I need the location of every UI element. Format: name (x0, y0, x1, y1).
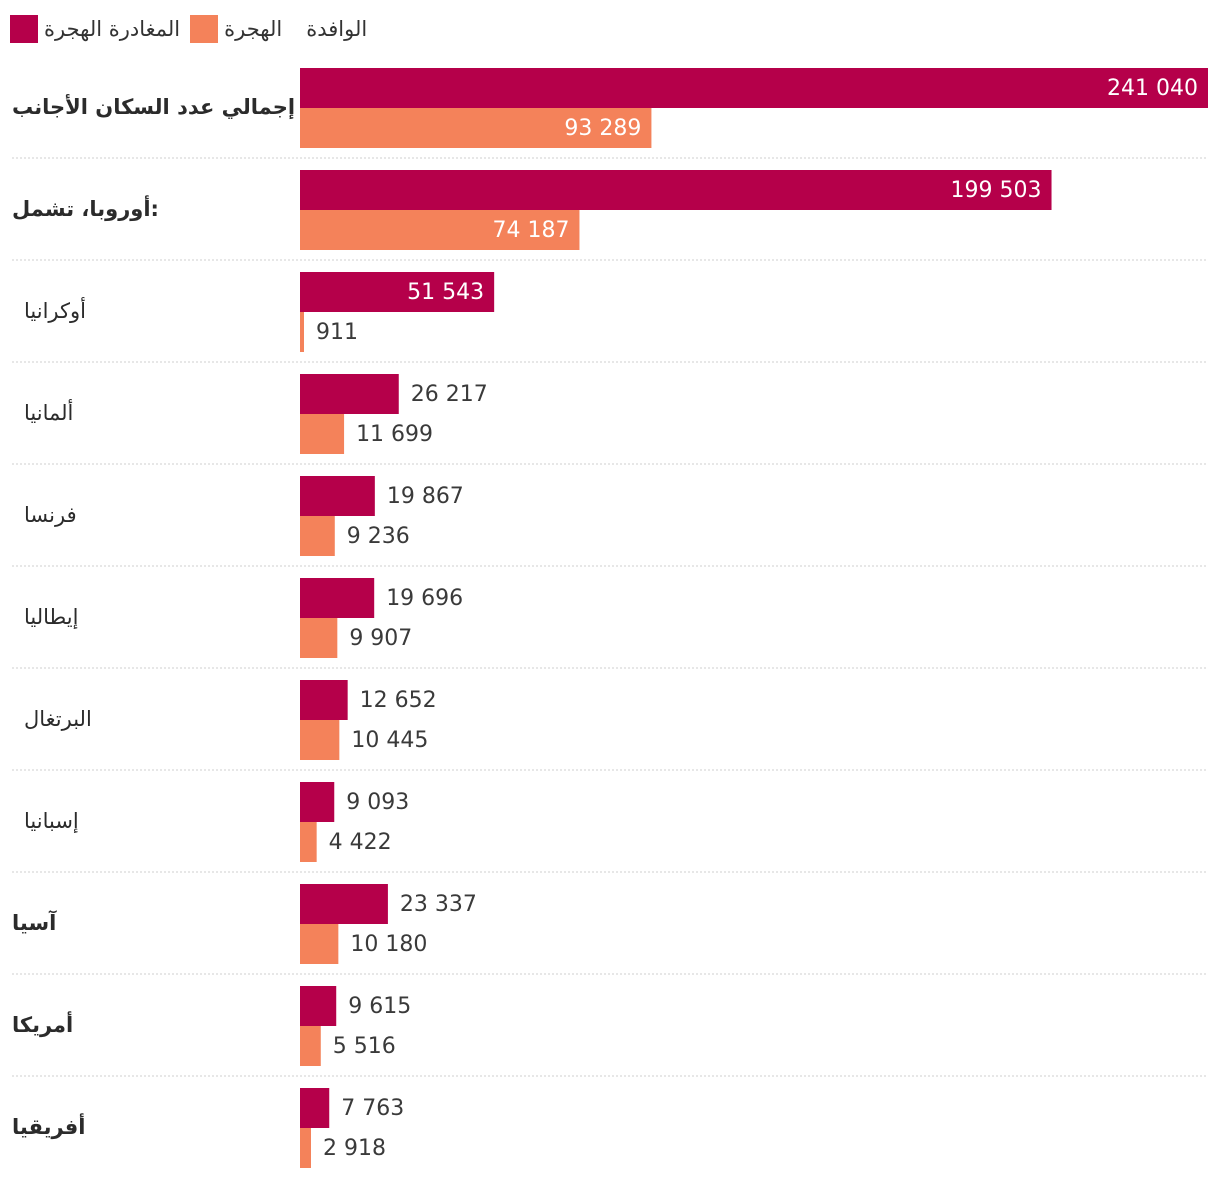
legend-swatch-series-a (10, 15, 38, 43)
data-label: 9 093 (346, 790, 409, 815)
data-label: 93 289 (564, 116, 641, 141)
legend-label-extra: الوافدة (306, 17, 368, 41)
data-label: 5 516 (333, 1034, 396, 1059)
legend-item-series-a: المغادرة الهجرة (10, 15, 180, 43)
category-label: فرنسا (24, 503, 77, 527)
bar-series-a (300, 1088, 330, 1128)
data-label: 9 236 (347, 524, 410, 549)
data-label: 4 422 (329, 830, 392, 855)
bar-series-a (300, 68, 1208, 108)
legend-label-series-b: الهجرة (224, 17, 283, 41)
bar-series-b (300, 312, 304, 352)
bar-series-b (300, 516, 335, 556)
bar-series-b (300, 924, 339, 964)
bar-series-a (300, 782, 335, 822)
bar-series-a (300, 476, 375, 516)
bar-series-b (300, 1026, 321, 1066)
data-label: 74 187 (492, 218, 569, 243)
data-label: 9 907 (349, 626, 412, 651)
data-label: 2 918 (323, 1136, 386, 1161)
bar-chart: إجمالي عدد السكان الأجانب 241 040 93 289 أو… (12, 68, 1208, 1168)
bar-series-b (300, 720, 340, 760)
category-label: إجمالي عدد السكان الأجانب (12, 93, 295, 119)
data-label: 12 652 (360, 688, 437, 713)
data-label: 11 699 (356, 422, 433, 447)
data-label: 10 180 (350, 932, 427, 957)
category-label: البرتغال (24, 707, 92, 731)
bar-series-b (300, 618, 338, 658)
data-label: 10 445 (351, 728, 428, 753)
bar-series-a (300, 986, 337, 1026)
bar-series-a (300, 272, 495, 312)
bar-series-a (300, 170, 1052, 210)
data-label: 19 696 (386, 586, 463, 611)
bar-series-b (300, 1128, 311, 1168)
category-label: أمريكا (12, 1010, 73, 1037)
data-label: 26 217 (411, 382, 488, 407)
category-label: آسيا (12, 910, 57, 935)
bar-series-b (300, 108, 652, 148)
legend-label-series-a: المغادرة الهجرة (44, 17, 181, 41)
data-label: 51 543 (407, 280, 484, 305)
category-label: إيطاليا (24, 605, 78, 630)
category-label: إسبانيا (24, 809, 79, 834)
category-label: أفريقيا (12, 1112, 85, 1139)
data-label: 9 615 (348, 994, 411, 1019)
bar-series-b (300, 822, 317, 862)
category-label: ألمانيا (24, 399, 73, 425)
data-label: 911 (316, 320, 358, 345)
bar-series-b (300, 210, 580, 250)
bar-series-a (300, 884, 388, 924)
bar-series-a (300, 578, 375, 618)
bar-series-a (300, 374, 399, 414)
data-label: 7 763 (341, 1096, 404, 1121)
data-label: 241 040 (1107, 76, 1198, 101)
legend-swatch-series-b (190, 15, 219, 43)
legend: المغادرة الهجرة الهجرة الوافدة (10, 12, 367, 46)
data-label: 19 867 (387, 484, 464, 509)
legend-item-extra: الوافدة (292, 17, 367, 41)
data-label: 23 337 (400, 892, 477, 917)
legend-item-series-b: الهجرة (190, 15, 282, 43)
category-label: أوروبا، تشمل: (12, 194, 159, 221)
bar-series-b (300, 414, 345, 454)
category-label: أوكرانيا (24, 297, 86, 323)
bar-series-a (300, 680, 348, 720)
data-label: 199 503 (951, 178, 1042, 203)
